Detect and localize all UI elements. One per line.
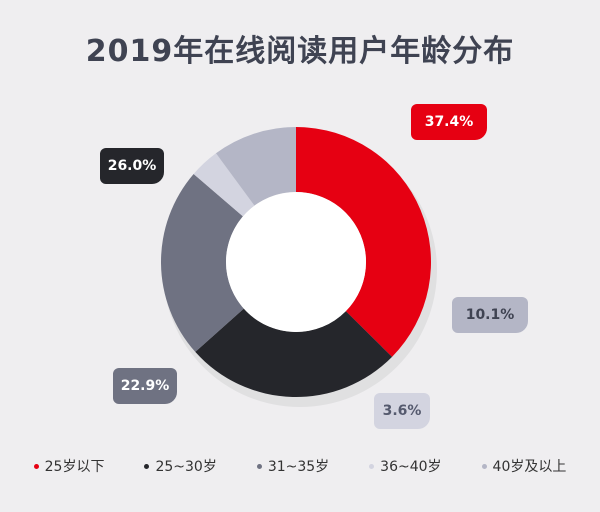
- chart-title: 2019年在线阅读用户年龄分布: [85, 34, 515, 69]
- slice-5: [215, 126, 296, 206]
- legend-label: 40岁及以上: [492, 459, 567, 475]
- legend-dot-icon: [369, 463, 375, 469]
- legend-label: 25~30岁: [155, 459, 217, 475]
- value-label: 37.4%: [411, 104, 487, 140]
- slice-1: [296, 127, 431, 357]
- legend-item: 25~30岁: [144, 456, 217, 476]
- legend-item: 36~40岁: [369, 456, 442, 476]
- slice-4: [193, 153, 255, 217]
- value-label: 3.6%: [374, 393, 430, 429]
- value-label: 10.1%: [452, 297, 528, 333]
- legend-item: 40岁及以上: [481, 456, 567, 476]
- slice-3: [161, 174, 244, 352]
- legend: 25岁以下 25~30岁 31~35岁 36~40岁 40岁及以上: [0, 456, 600, 476]
- legend-label: 36~40岁: [380, 459, 442, 475]
- value-label: 22.9%: [113, 368, 177, 404]
- legend-dot-icon: [144, 463, 150, 469]
- legend-label: 25岁以下: [44, 459, 105, 475]
- legend-dot-icon: [481, 463, 487, 469]
- slice-2: [195, 308, 393, 397]
- legend-item: 31~35岁: [256, 456, 330, 476]
- value-label: 26.0%: [100, 148, 164, 184]
- legend-dot-icon: [33, 463, 39, 469]
- legend-label: 31~35岁: [267, 459, 330, 475]
- donut-hole: [226, 192, 366, 332]
- legend-item: 25岁以下: [33, 456, 105, 476]
- legend-dot-icon: [256, 463, 262, 469]
